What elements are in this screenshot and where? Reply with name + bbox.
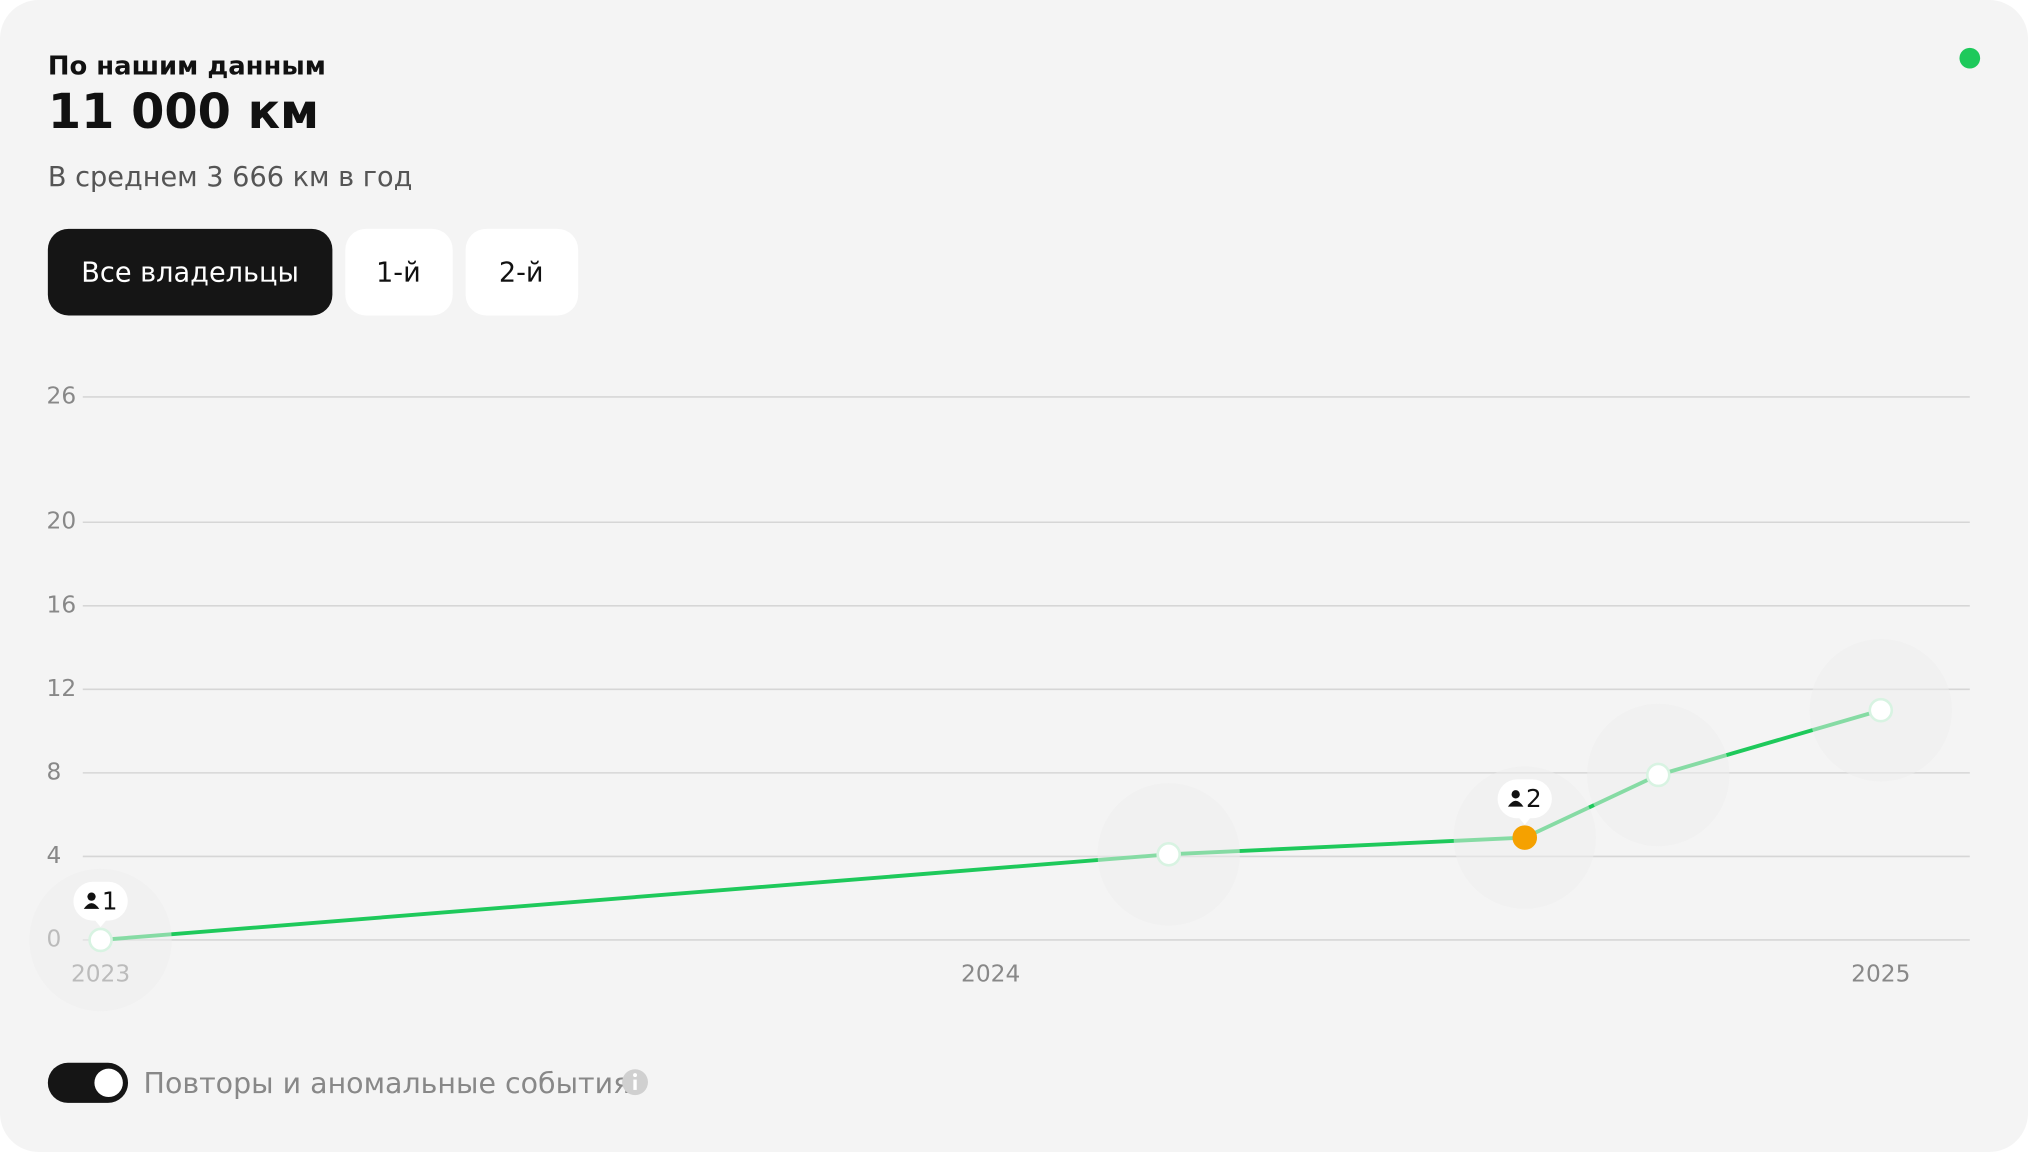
header-title: По нашим данным bbox=[48, 52, 326, 82]
point bbox=[1868, 697, 1894, 723]
owner-badge: 1 bbox=[73, 881, 128, 928]
tab-label[interactable]: 1-й bbox=[376, 258, 421, 289]
owner-label: 1 bbox=[102, 886, 118, 915]
tab[interactable]: 1-й bbox=[345, 228, 453, 316]
owner-icon-body bbox=[83, 903, 100, 909]
owner-badge-tail bbox=[94, 919, 108, 928]
status-dot bbox=[1959, 47, 1981, 69]
y-tick-label: 26 bbox=[47, 382, 77, 409]
point bbox=[88, 927, 113, 953]
owner-badge-tail bbox=[1518, 816, 1532, 825]
header-value: 11 000 км bbox=[48, 85, 319, 140]
toggle-knob[interactable] bbox=[94, 1068, 123, 1098]
info-icon[interactable] bbox=[622, 1069, 648, 1096]
tab-bg[interactable] bbox=[465, 228, 579, 316]
info-dot[interactable] bbox=[633, 1073, 637, 1078]
tab[interactable]: Все владельцы bbox=[47, 228, 333, 316]
y-tick-label: 8 bbox=[47, 758, 62, 785]
point bbox=[1512, 825, 1538, 850]
owner-icon-head bbox=[87, 892, 96, 901]
owner-badge: 2 bbox=[1497, 779, 1552, 825]
y-tick-label: 12 bbox=[47, 675, 77, 702]
x-tick-label: 2025 bbox=[1851, 960, 1910, 987]
tab-label[interactable]: Все владельцы bbox=[81, 258, 299, 289]
owner-icon-head bbox=[1511, 790, 1520, 799]
y-tick-label: 4 bbox=[47, 842, 62, 869]
tab-label[interactable]: 2-й bbox=[499, 258, 544, 289]
toggle[interactable] bbox=[47, 1062, 129, 1103]
tab[interactable]: 2-й bbox=[465, 228, 579, 316]
tab-bg[interactable] bbox=[345, 228, 453, 316]
x-tick-label: 2024 bbox=[961, 960, 1020, 987]
point bbox=[1156, 842, 1181, 867]
owner-badge-bg bbox=[1497, 779, 1552, 819]
y-tick-label: 16 bbox=[47, 591, 77, 618]
owner-label: 2 bbox=[1526, 784, 1542, 813]
tab-bg[interactable] bbox=[47, 228, 333, 316]
point bbox=[1645, 762, 1671, 788]
toggle-label: Повторы и аномальные события bbox=[144, 1067, 631, 1100]
info-stem[interactable] bbox=[633, 1079, 637, 1090]
owner-icon-body bbox=[1507, 800, 1524, 807]
owner-badge-bg bbox=[73, 881, 128, 921]
y-tick-label: 20 bbox=[47, 508, 77, 535]
header-subtitle: В среднем 3 666 км в год bbox=[48, 162, 413, 193]
